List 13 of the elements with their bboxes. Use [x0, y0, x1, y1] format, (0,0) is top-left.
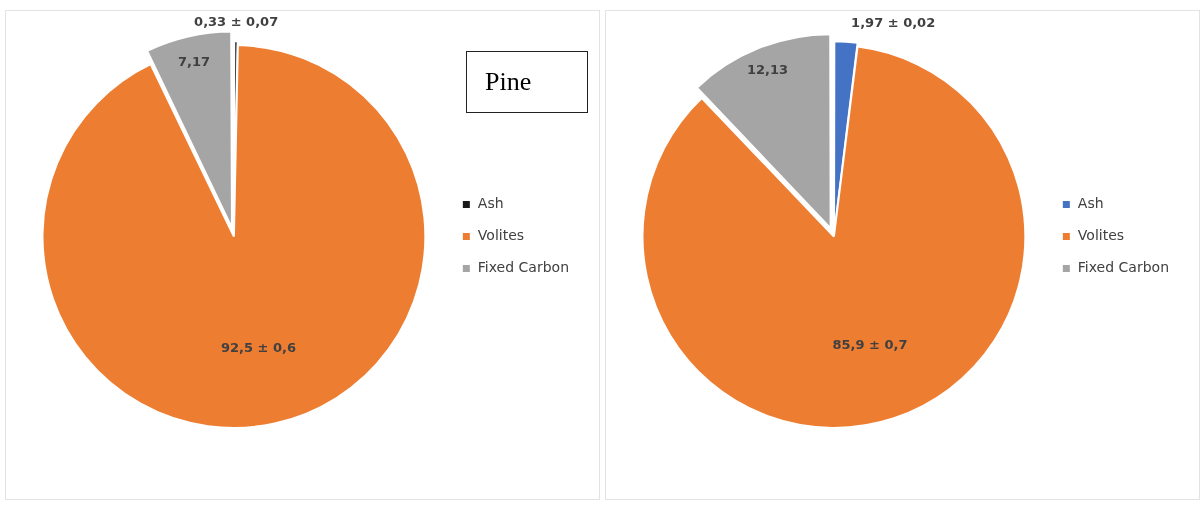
legend-label: Volites — [1077, 227, 1125, 244]
data-label: 92,5 ± 0,6 — [220, 340, 296, 356]
legend-label: Volites — [477, 227, 525, 244]
legend-label: Ash — [1077, 195, 1104, 212]
data-label: 12,13 — [746, 62, 789, 78]
data-label: 1,97 ± 0,02 — [851, 14, 936, 30]
data-label: 85,9 ± 0,7 — [832, 336, 908, 352]
legend-label: Fixed Carbon — [1077, 259, 1170, 276]
data-label: 0,33 ± 0,07 — [194, 14, 279, 30]
data-label: 7,17 — [178, 53, 211, 69]
legend-label: Fixed Carbon — [477, 259, 570, 276]
legend-label: Ash — [477, 195, 504, 212]
text: Pine — [466, 51, 588, 113]
